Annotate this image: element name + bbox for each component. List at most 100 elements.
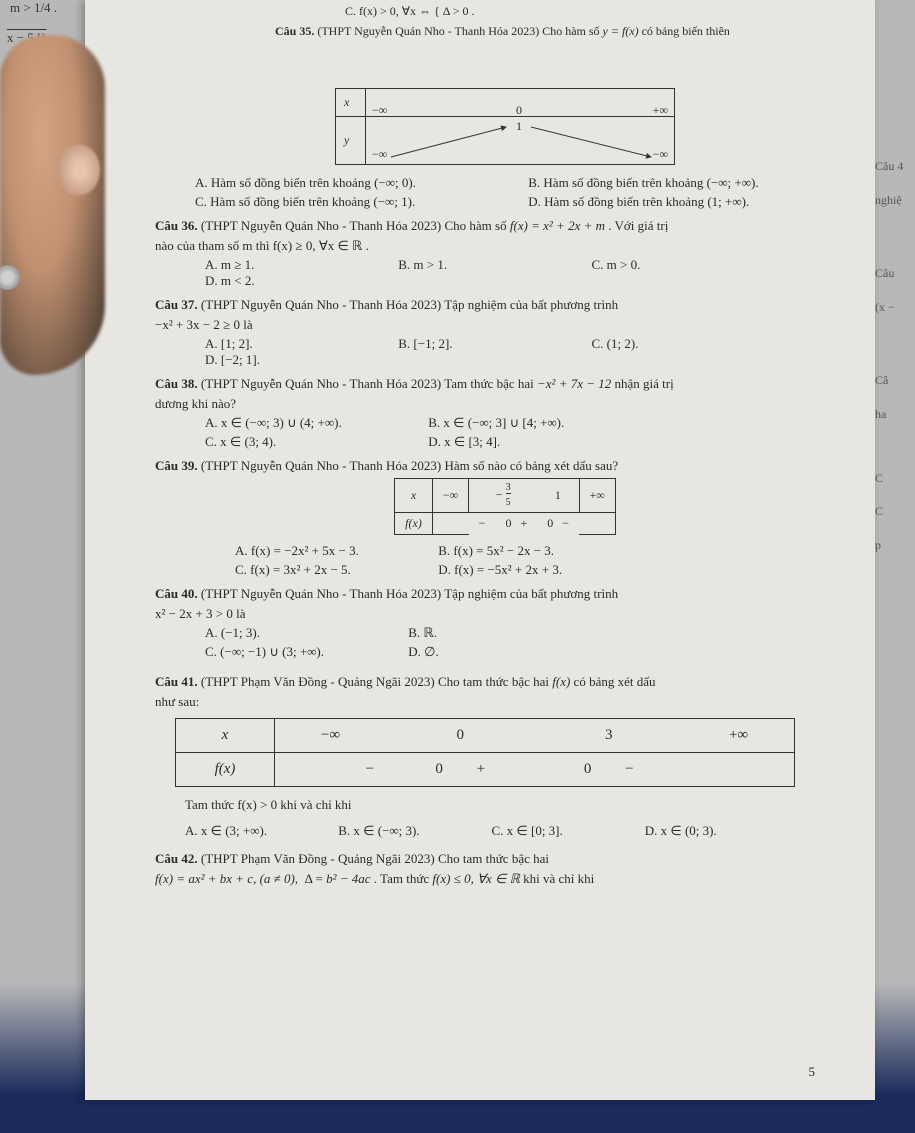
wt-s3: + [477,761,485,777]
q37-sub: −x² + 3x − 2 ≥ 0 là [155,317,855,333]
frag-r6: ha [875,398,915,432]
q36-c: C. m > 0. [592,257,742,273]
q37-a: A. [1; 2]. [205,336,355,352]
frag-r4: (x − [875,291,915,325]
q40-d: D. ∅. [408,644,438,659]
wt-x: x [176,719,275,753]
question-35-title: Câu 35. Câu 35. (THPT Nguyễn Quán Nho - … [275,24,730,39]
q38-b: B. x ∈ (−∞; 3] ∪ [4; +∞). [428,415,564,430]
q40-row2: C. (−∞; −1) ∪ (3; +∞). D. ∅. [155,644,855,660]
q38-a: A. x ∈ (−∞; 3) ∪ (4; +∞). [205,415,425,431]
q41-sub: như sau: [155,694,855,710]
q41-options: A. x ∈ (3; +∞). B. x ∈ (−∞; 3). C. x ∈ [… [155,823,855,839]
q38-c: C. x ∈ (3; 4). [205,434,425,450]
q35-options-row1: A. Hàm số đồng biến trên khoảng (−∞; 0).… [155,175,855,191]
xt39-s2: 0 [505,516,511,530]
question-42: Câu 42. (THPT Phạm Văn Đồng - Quảng Ngãi… [155,851,855,867]
wt-fx: f(x) [176,753,275,787]
fragment-top-left-1: m > 1/4 . [10,0,57,16]
sign-table-39: x −∞ − 35 1 +∞ f(x) − 0 + 0 − [394,478,616,535]
q41-d: D. x ∈ (0; 3). [645,823,717,839]
q39-b: B. f(x) = 5x² − 2x − 3. [438,543,554,558]
q40-row1: A. (−1; 3). B. ℝ. [155,625,855,641]
hand-photo [0,35,105,375]
q37-c: C. (1; 2). [592,336,742,352]
xt39-s4: 0 [547,516,553,530]
variation-table: x −∞ 0 +∞ y 1 −∞ −∞ [335,88,675,165]
q38-d: D. x ∈ [3; 4]. [428,434,500,449]
xt39-v2: 1 [537,479,579,513]
bbt-ninf: −∞ [372,103,387,118]
question-39: Câu 39. (THPT Nguyễn Quán Nho - Thanh Hó… [155,458,855,474]
q39-a: A. f(x) = −2x² + 5x − 3. [235,543,435,559]
q36-sub: nào của tham số m thì f(x) ≥ 0, ∀x ∈ ℝ . [155,238,855,254]
bbt-pinf: +∞ [653,103,668,118]
xt39-s3: + [520,516,527,530]
q36-a: A. m ≥ 1. [205,257,355,273]
xt39-s5: − [562,516,569,530]
nail-photo [60,145,100,195]
xt39-x: x [395,479,433,513]
wt-s4: 0 [584,761,592,777]
q36-d: D. m < 2. [205,273,355,289]
q38-row2: C. x ∈ (3; 4). D. x ∈ [3; 4]. [155,434,855,450]
q38-row1: A. x ∈ (−∞; 3) ∪ (4; +∞). B. x ∈ (−∞; 3]… [155,415,855,431]
question-41: Câu 41. (THPT Phạm Văn Đồng - Quảng Ngãi… [155,674,855,690]
page-number: 5 [809,1064,816,1080]
q38-sub: dương khi nào? [155,396,855,412]
q36-options: A. m ≥ 1. B. m > 1. C. m > 0. D. m < 2. [155,257,855,289]
xt39-s1: − [469,513,496,535]
q40-b: B. ℝ. [408,625,437,640]
question-40: Câu 40. (THPT Nguyễn Quán Nho - Thanh Hó… [155,586,855,602]
wt-v2: 3 [534,719,683,753]
q37-b: B. [−1; 2]. [398,336,548,352]
q35-options-row2: C. Hàm số đồng biến trên khoảng (−∞; 1).… [155,194,855,210]
q39-row2: C. f(x) = 3x² + 2x − 5. D. f(x) = −5x² +… [155,562,855,578]
frag-r9: p [875,529,915,563]
fragment-option-c: C. f(x) > 0, ∀x ⇔ { Δ > 0 . [345,4,475,19]
wt-s1: − [275,753,386,787]
q41-c: C. x ∈ [0; 3]. [492,823,642,839]
q42-sub: f(x) = ax² + bx + c, (a ≠ 0), Δ = b² − 4… [155,871,855,887]
wt-pinf: +∞ [683,719,794,753]
wt-v1: 0 [386,719,535,753]
frag-r8: C [875,495,915,529]
frag-r3: Câu [875,257,915,291]
frag-r7: C [875,462,915,496]
q40-sub: x² − 2x + 3 > 0 là [155,606,855,622]
q37-options: A. [1; 2]. B. [−1; 2]. C. (1; 2). D. [−2… [155,336,855,368]
q35-opt-c: C. Hàm số đồng biến trên khoảng (−∞; 1). [195,194,485,210]
xt39-fx: f(x) [395,513,433,535]
question-37: Câu 37. (THPT Nguyễn Quán Nho - Thanh Hó… [155,297,855,313]
bbt-y-label: y [336,117,366,165]
wt-s5: − [625,761,633,777]
q35-opt-d: D. Hàm số đồng biến trên khoảng (1; +∞). [528,194,749,210]
bbt-x-label: x [336,89,366,117]
wt-ninf: −∞ [275,719,386,753]
q41-a: A. x ∈ (3; +∞). [185,823,335,839]
q39-d: D. f(x) = −5x² + 2x + 3. [438,562,562,577]
document-page: m > 1/4 . x − 5 là C. f(x) > 0, ∀x ⇔ { Δ… [85,0,875,1100]
bbt-arrows [366,117,666,163]
question-38: Câu 38. (THPT Nguyễn Quán Nho - Thanh Hó… [155,376,855,392]
q41-b: B. x ∈ (−∞; 3). [338,823,488,839]
bbt-zero: 0 [516,103,522,118]
q40-c: C. (−∞; −1) ∪ (3; +∞). [205,644,405,660]
q40-a: A. (−1; 3). [205,625,405,641]
next-page-fragment: Câu 4 nghiệ Câu (x − Câ ha C C p [875,130,915,530]
frag-r1: Câu 4 [875,150,915,184]
q37-d: D. [−2; 1]. [205,352,355,368]
wt-s2: 0 [435,761,443,777]
frag-r2: nghiệ [875,184,915,218]
sign-table-41: x −∞ 0 3 +∞ f(x) − 0 + 0 − [175,718,795,787]
q39-c: C. f(x) = 3x² + 2x − 5. [235,562,435,578]
q35-opt-b: B. Hàm số đồng biến trên khoảng (−∞; +∞)… [528,175,758,191]
xt39-ninf: −∞ [432,479,468,513]
question-36: Câu 36. (THPT Nguyễn Quán Nho - Thanh Hó… [155,218,855,234]
q41-text: Tam thức f(x) > 0 khi và chỉ khi [155,797,855,813]
xt39-pinf: +∞ [579,479,615,513]
q39-row1: A. f(x) = −2x² + 5x − 3. B. f(x) = 5x² −… [155,543,855,559]
q36-b: B. m > 1. [398,257,548,273]
q35-opt-a: A. Hàm số đồng biến trên khoảng (−∞; 0). [195,175,485,191]
frag-r5: Câ [875,364,915,398]
